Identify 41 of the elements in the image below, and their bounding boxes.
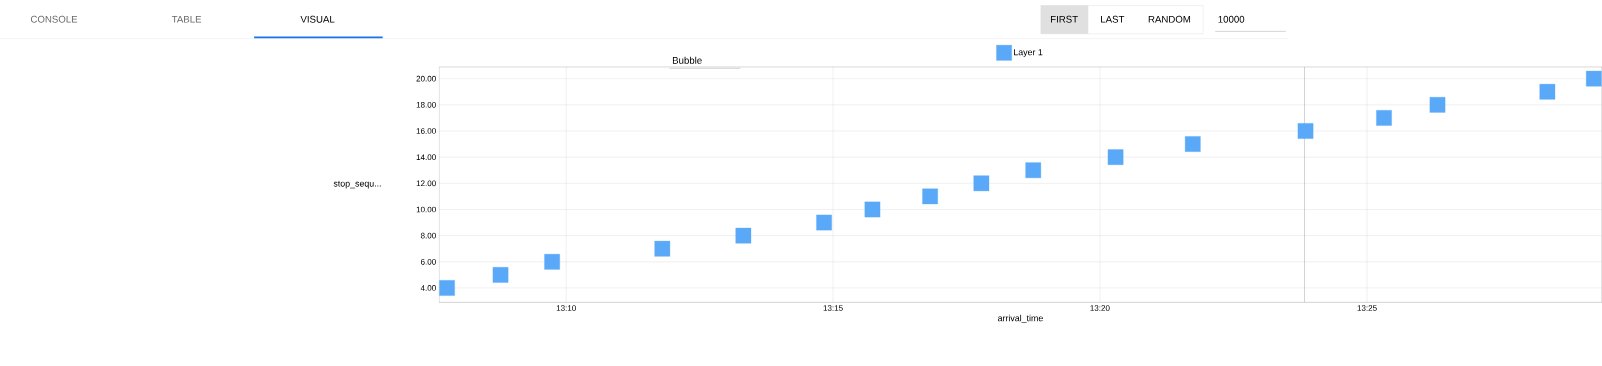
point xyxy=(1429,96,1446,113)
x-tick-label: 13:15 xyxy=(823,304,843,311)
point xyxy=(1586,70,1602,87)
point xyxy=(1297,122,1314,139)
y-tick-label: 8.00 xyxy=(420,232,436,239)
text: FIRST xyxy=(1051,15,1078,23)
point xyxy=(973,175,990,191)
x-tick-label: 13:20 xyxy=(1090,304,1110,311)
text: RANDOM xyxy=(1148,15,1191,23)
y-axis-title: stop_sequ... xyxy=(333,180,381,189)
point xyxy=(1184,136,1201,152)
y-tick-label: 4.00 xyxy=(420,284,436,291)
y-tick-label: 6.00 xyxy=(420,258,436,265)
point xyxy=(922,188,938,204)
text: TABLE xyxy=(171,15,202,23)
y-tick-label: 16.00 xyxy=(416,127,436,134)
text: 10000 xyxy=(1218,15,1245,23)
point xyxy=(864,201,881,218)
point xyxy=(1539,83,1556,100)
point xyxy=(735,227,752,244)
point xyxy=(439,279,455,296)
point xyxy=(1376,109,1392,126)
point xyxy=(1025,162,1042,178)
x-tick-label: 13:10 xyxy=(556,304,576,311)
x-axis-title: arrival_time xyxy=(997,314,1043,323)
text: Bubble xyxy=(672,56,702,64)
point xyxy=(654,240,671,257)
x-tick-label: 13:25 xyxy=(1357,304,1377,311)
legend-label: Layer 1 xyxy=(1014,48,1043,57)
text: CONSOLE xyxy=(30,15,78,23)
y-tick-label: 18.00 xyxy=(416,101,436,108)
y-tick-label: 12.00 xyxy=(416,180,436,186)
point xyxy=(816,214,832,231)
y-tick-label: 14.00 xyxy=(416,154,436,160)
point xyxy=(492,266,509,283)
y-tick-label: 20.00 xyxy=(416,75,436,82)
point xyxy=(1107,149,1124,165)
point xyxy=(544,253,560,270)
y-tick-label: 10.00 xyxy=(416,206,436,213)
text: VISUAL xyxy=(300,15,335,23)
text: LAST xyxy=(1101,15,1125,23)
